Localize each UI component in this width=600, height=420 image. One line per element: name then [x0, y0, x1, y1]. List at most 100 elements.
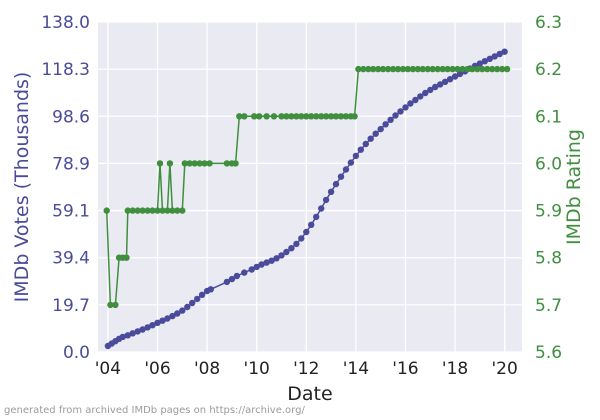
- data-point: [444, 65, 451, 73]
- data-point: [166, 160, 174, 167]
- data-point: [156, 160, 164, 167]
- data-point: [196, 160, 203, 167]
- data-point: [270, 113, 278, 120]
- data-point: [174, 207, 181, 214]
- data-point: [419, 65, 426, 73]
- data-point: [476, 60, 483, 67]
- data-point: [241, 113, 248, 120]
- data-point: [268, 257, 275, 264]
- data-point: [248, 266, 255, 273]
- data-point: [159, 207, 166, 214]
- data-point: [424, 65, 431, 73]
- data-point: [169, 207, 176, 214]
- data-point: [134, 328, 141, 335]
- data-point: [484, 65, 491, 73]
- data-point: [446, 76, 454, 83]
- data-point: [232, 160, 239, 167]
- x-tick-label: '14: [343, 359, 369, 379]
- data-point: [251, 113, 258, 120]
- data-point: [503, 65, 511, 73]
- data-point: [129, 207, 136, 214]
- y-right-tick-label: 6.0: [535, 154, 562, 174]
- data-point: [191, 160, 198, 167]
- data-point: [181, 160, 188, 167]
- data-point: [179, 207, 186, 214]
- x-tick-label: '12: [293, 359, 319, 379]
- data-point: [303, 113, 310, 120]
- data-point: [107, 301, 114, 309]
- data-point: [427, 86, 434, 94]
- data-point: [422, 89, 429, 97]
- data-point: [402, 104, 409, 111]
- data-point: [184, 303, 191, 311]
- data-point: [351, 113, 358, 120]
- data-point: [174, 310, 181, 317]
- y-left-tick-label: 138.0: [41, 13, 90, 33]
- data-point: [322, 113, 330, 120]
- data-point: [303, 228, 310, 236]
- data-point: [456, 70, 464, 78]
- y-right-tick-label: 5.9: [535, 202, 562, 222]
- data-point: [308, 113, 315, 120]
- data-point: [459, 65, 466, 73]
- data-point: [387, 116, 394, 124]
- data-point: [362, 140, 369, 148]
- data-point: [123, 254, 130, 261]
- data-point: [496, 50, 503, 58]
- data-point: [449, 65, 456, 73]
- data-point: [382, 121, 389, 128]
- data-point: [332, 113, 340, 120]
- data-point: [499, 65, 506, 73]
- data-point: [206, 160, 213, 167]
- data-point: [223, 160, 231, 167]
- data-point: [139, 326, 146, 333]
- data-point: [144, 324, 151, 331]
- data-point: [414, 65, 422, 73]
- data-point: [283, 113, 290, 120]
- data-point: [367, 135, 374, 142]
- data-point: [258, 261, 265, 268]
- data-point: [179, 307, 186, 314]
- data-point: [124, 207, 131, 214]
- data-point: [139, 207, 146, 214]
- data-point: [479, 65, 486, 73]
- data-point: [228, 275, 236, 283]
- data-point: [474, 65, 481, 73]
- data-point: [189, 299, 196, 307]
- data-point: [149, 207, 156, 214]
- data-point: [441, 78, 449, 86]
- data-point: [454, 65, 461, 73]
- x-tick-label: '06: [144, 359, 170, 379]
- data-point: [379, 65, 387, 73]
- data-point: [134, 207, 141, 214]
- footer-note: generated from archived IMDb pages on ht…: [4, 405, 305, 416]
- data-point: [392, 112, 399, 119]
- y-left-tick-label: 59.1: [52, 202, 90, 222]
- data-point: [337, 173, 345, 180]
- data-point: [355, 65, 362, 73]
- data-point: [437, 81, 444, 88]
- data-point: [342, 166, 350, 173]
- data-point: [404, 65, 412, 73]
- y-left-tick-label: 78.9: [52, 154, 90, 174]
- data-point: [293, 240, 300, 248]
- x-tick-label: '08: [194, 359, 220, 379]
- data-point: [223, 278, 231, 286]
- x-tick-label: '20: [491, 359, 517, 379]
- data-point: [313, 113, 320, 120]
- data-point: [186, 160, 193, 167]
- y-left-tick-label: 0.0: [63, 343, 90, 363]
- data-point: [278, 113, 285, 120]
- x-axis-label: Date: [287, 383, 332, 405]
- data-point: [318, 113, 325, 120]
- data-point: [429, 65, 436, 73]
- y-left-tick-label: 118.3: [41, 60, 90, 80]
- data-point: [194, 295, 201, 303]
- data-point: [144, 207, 151, 214]
- data-point: [464, 65, 471, 73]
- ticks: 0.0 19.7 39.4 59.1 78.9 98.6 118.3 138.0 5.6 5.7 5…: [41, 13, 562, 379]
- data-point: [377, 125, 384, 133]
- data-point: [332, 180, 340, 188]
- data-point: [278, 252, 285, 259]
